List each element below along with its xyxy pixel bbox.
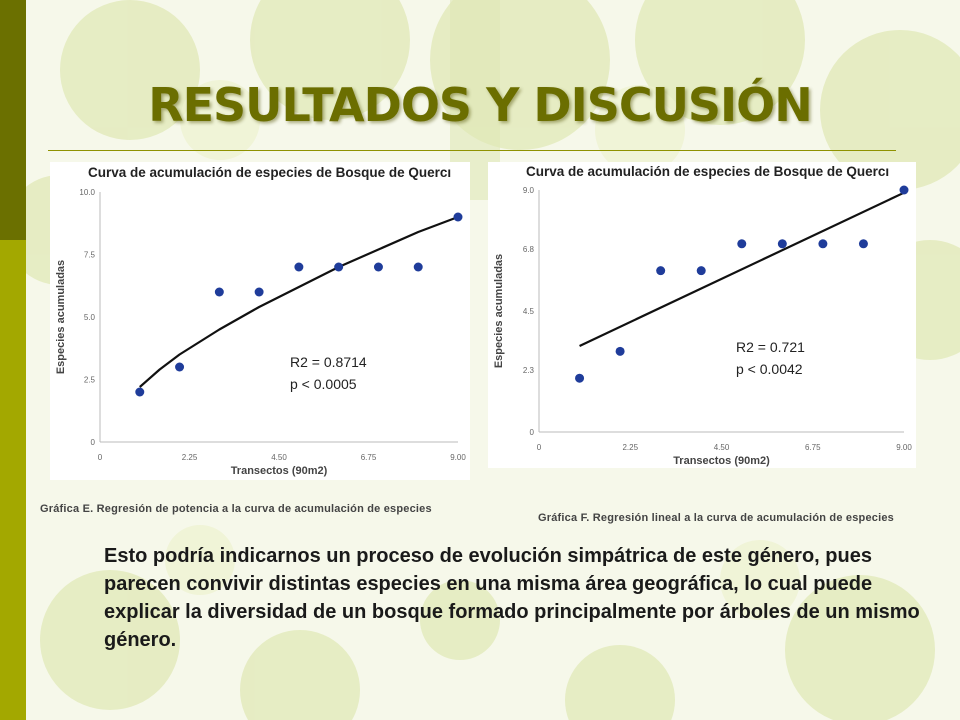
chart-f-ytick-label: 4.5 <box>523 307 535 316</box>
chart-e-ytick-label: 0 <box>91 438 96 447</box>
chart-f-data-point <box>575 373 585 383</box>
chart-f-data-point <box>696 266 706 276</box>
chart-f-data-point <box>737 239 747 249</box>
chart-f-xtick-label: 2.25 <box>622 443 638 452</box>
chart-e-data-point <box>214 287 224 297</box>
chart-f-xtick-label: 0 <box>537 443 542 452</box>
chart-e-x-label: Transectos (90m2) <box>231 465 328 477</box>
slide-title: RESULTADOS Y DISCUSIÓN <box>148 78 813 132</box>
chart-e-data-point <box>334 262 344 272</box>
chart-e-data-point <box>175 362 185 372</box>
title-divider <box>48 150 896 151</box>
chart-e-y-label: Especies acumuladas <box>55 260 67 374</box>
chart-f-fit-line <box>579 191 905 347</box>
chart-e-ytick-label: 7.5 <box>84 251 96 260</box>
chart-f-ytick-label: 6.8 <box>523 245 535 254</box>
chart-e-panel: Curva de acumulación de especies de Bosq… <box>50 162 470 480</box>
chart-e-xtick-label: 9.00 <box>450 453 466 462</box>
chart-e-svg: Curva de acumulación de especies de Bosq… <box>55 165 466 477</box>
chart-e-xtick-label: 0 <box>98 453 103 462</box>
chart-e-xtick-label: 6.75 <box>361 453 377 462</box>
chart-e-data-point <box>453 212 463 222</box>
chart-e-xtick-label: 4.50 <box>271 453 287 462</box>
chart-e-p-label: p < 0.0005 <box>290 376 357 392</box>
chart-e-ytick-label: 10.0 <box>79 188 95 197</box>
chart-f-p-label: p < 0.0042 <box>736 361 803 377</box>
chart-f-xtick-label: 4.50 <box>714 443 730 452</box>
chart-e-data-point <box>254 287 264 297</box>
chart-e-title: Curva de acumulación de especies de Bosq… <box>88 165 451 180</box>
chart-f-panel: Curva de acumulación de especies de Bosq… <box>488 162 916 468</box>
chart-f-r2-label: R2 = 0.721 <box>736 339 805 355</box>
sidebar-accent-dark <box>0 0 26 240</box>
chart-f-xtick-label: 9.00 <box>896 443 912 452</box>
chart-f-ytick-label: 0 <box>530 428 535 437</box>
chart-e-data-point <box>413 262 423 272</box>
chart-f-data-point <box>777 239 787 249</box>
chart-f-xtick-label: 6.75 <box>805 443 821 452</box>
chart-f-caption: Gráfica F. Regresión lineal a la curva d… <box>538 512 894 524</box>
chart-e-ytick-label: 5.0 <box>84 313 96 322</box>
chart-f-data-point <box>858 239 868 249</box>
chart-e-ytick-label: 2.5 <box>84 376 96 385</box>
chart-e-caption: Gráfica E. Regresión de potencia a la cu… <box>40 503 432 515</box>
chart-f-title: Curva de acumulación de especies de Bosq… <box>526 164 889 179</box>
chart-f-x-label: Transectos (90m2) <box>673 455 770 467</box>
chart-e-fit-line <box>139 215 459 388</box>
chart-f-data-point <box>615 346 625 356</box>
discussion-paragraph: Esto podría indicarnos un proceso de evo… <box>104 545 920 651</box>
chart-e-data-point <box>135 387 145 397</box>
chart-e-data-point <box>373 262 383 272</box>
chart-f-svg: Curva de acumulación de especies de Bosq… <box>493 164 912 467</box>
chart-e-data-point <box>294 262 304 272</box>
chart-f-data-point <box>899 185 909 195</box>
chart-f-ytick-label: 9.0 <box>523 186 535 195</box>
chart-f-data-point <box>656 266 666 276</box>
chart-e-r2-label: R2 = 0.8714 <box>290 354 367 370</box>
chart-e-xtick-label: 2.25 <box>182 453 198 462</box>
sidebar-accent-light <box>0 240 26 720</box>
chart-f-ytick-label: 2.3 <box>523 366 535 375</box>
chart-f-y-label: Especies acumuladas <box>493 254 505 368</box>
chart-f-data-point <box>818 239 828 249</box>
